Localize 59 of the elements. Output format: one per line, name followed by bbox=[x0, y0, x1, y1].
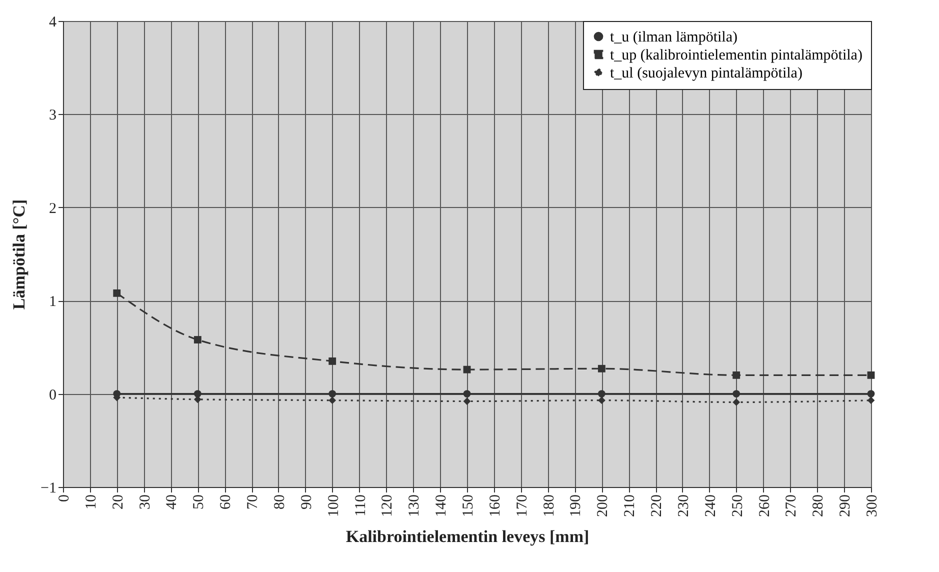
x-tick-label: 200 bbox=[595, 494, 612, 517]
x-tick-label: 180 bbox=[541, 494, 558, 517]
point bbox=[328, 396, 336, 404]
x-tick-label: 210 bbox=[622, 494, 638, 517]
x-tick-label: 130 bbox=[406, 494, 423, 517]
x-tick-label: 220 bbox=[649, 494, 666, 517]
y-tick-label: 3 bbox=[49, 108, 56, 124]
x-tick-label: 300 bbox=[864, 494, 880, 517]
point bbox=[328, 390, 336, 398]
y-tick-label: 2 bbox=[49, 200, 56, 217]
point bbox=[867, 396, 875, 404]
x-tick-label: 280 bbox=[810, 494, 827, 517]
point bbox=[598, 390, 606, 398]
point bbox=[194, 336, 202, 344]
point bbox=[463, 390, 471, 398]
x-tick-label: 30 bbox=[137, 494, 154, 510]
point bbox=[867, 371, 875, 379]
x-tick-label: 110 bbox=[352, 494, 369, 516]
point bbox=[463, 366, 471, 374]
x-tick-label: 290 bbox=[838, 494, 854, 517]
x-tick-label: 150 bbox=[460, 494, 476, 517]
point bbox=[732, 390, 740, 398]
legend-label: t_ul (suojalevyn pintalämpötila) bbox=[610, 66, 802, 82]
x-tick-label: 90 bbox=[298, 494, 315, 510]
point bbox=[732, 398, 740, 406]
point bbox=[732, 371, 740, 379]
x-tick-label: 60 bbox=[218, 494, 234, 510]
x-tick-label: 270 bbox=[784, 494, 800, 517]
point bbox=[113, 289, 121, 297]
x-tick-label: 170 bbox=[514, 494, 530, 517]
x-tick-label: 190 bbox=[568, 494, 584, 517]
x-tick-label: 120 bbox=[380, 494, 396, 517]
x-tick-label: 260 bbox=[756, 494, 773, 517]
x-tick-label: 0 bbox=[56, 494, 72, 502]
y-tick-label: 4 bbox=[49, 14, 57, 30]
x-tick-label: 240 bbox=[702, 494, 719, 517]
x-tick-label: 20 bbox=[110, 494, 126, 510]
x-tick-label: 250 bbox=[730, 494, 746, 517]
point bbox=[867, 390, 875, 398]
y-tick-label: −1 bbox=[40, 480, 56, 496]
x-tick-label: 40 bbox=[164, 494, 180, 510]
x-tick-label: 160 bbox=[487, 494, 504, 517]
x-tick-label: 70 bbox=[245, 494, 262, 510]
x-tick-label: 10 bbox=[83, 494, 100, 510]
point bbox=[598, 364, 606, 372]
point bbox=[194, 390, 202, 398]
x-tick-label: 50 bbox=[191, 494, 208, 510]
point bbox=[328, 357, 336, 365]
x-tick-label: 230 bbox=[676, 494, 692, 517]
legend-label: t_up (kalibrointielementin pintalämpötila) bbox=[610, 48, 862, 64]
point bbox=[598, 396, 606, 404]
y-tick-label: 1 bbox=[49, 294, 56, 310]
x-tick-label: 140 bbox=[434, 494, 450, 517]
legend-label: t_u (ilman lämpötila) bbox=[610, 30, 738, 46]
x-tick-label: 100 bbox=[326, 494, 342, 517]
y-tick-label: 0 bbox=[49, 387, 56, 404]
x-axis-title: Kalibrointielementin leveys [mm] bbox=[346, 527, 590, 546]
x-tick-label: 80 bbox=[272, 494, 288, 510]
y-axis-title: Lämpötila [°C] bbox=[10, 199, 29, 310]
